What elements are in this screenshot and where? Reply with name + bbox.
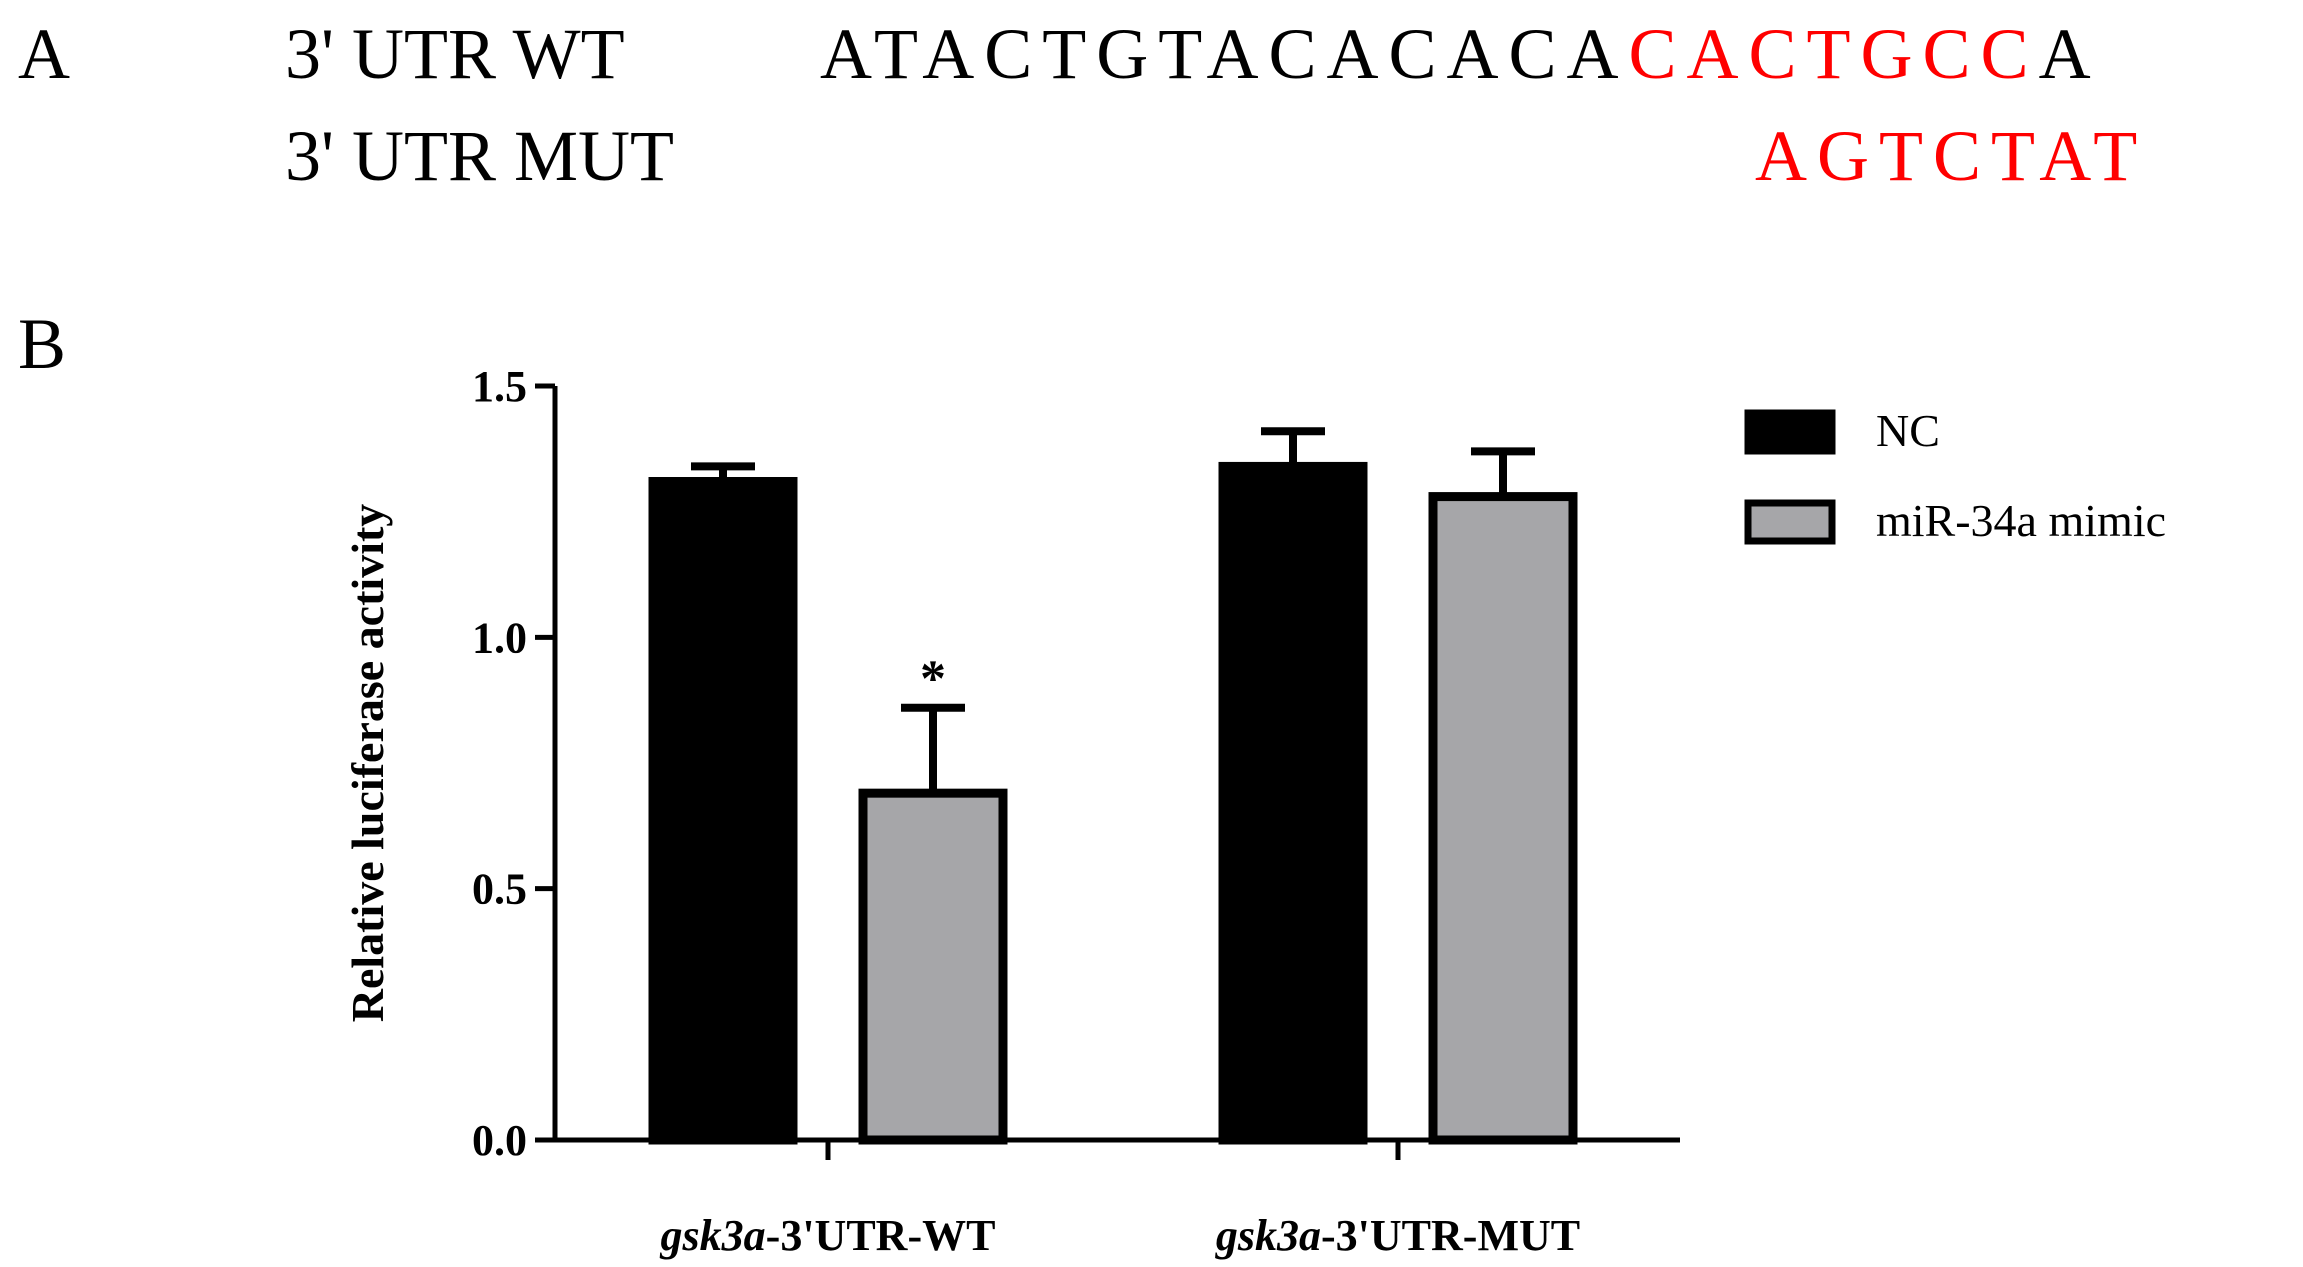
- y-tick-label: 0.0: [472, 1116, 527, 1165]
- y-tick-label: 1.0: [472, 613, 527, 662]
- seq-wt-sequence: ATACTGTACACACACACTGCCA: [820, 14, 2101, 94]
- seq-mut-highlight: AGTCTAT: [1755, 116, 2147, 196]
- bar-nc: [648, 477, 798, 1145]
- seq-wt-suffix: A: [2039, 14, 2101, 94]
- y-tick-label: 0.5: [472, 865, 527, 914]
- seq-wt-highlight: CACTGCC: [1629, 14, 2039, 94]
- seq-wt-prefix: ATACTGTACACACA: [820, 14, 1629, 94]
- panel-a-label: A: [18, 14, 70, 94]
- legend-label-mimic: miR-34a mimic: [1876, 495, 2166, 546]
- bar-nc: [1218, 461, 1368, 1145]
- seq-wt-label: 3' UTR WT: [285, 14, 625, 94]
- panel-b-label: B: [18, 304, 66, 384]
- x-tick-label-rest: -3'UTR-MUT: [1321, 1211, 1580, 1260]
- y-axis-label: Relative luciferase activity: [342, 504, 393, 1023]
- bar-chart: 0.0 0.5 1.0 1.5 Relative luciferase activity…: [342, 362, 2166, 1260]
- legend-swatch-nc: [1744, 409, 1836, 455]
- legend-label-nc: NC: [1876, 405, 1940, 456]
- x-tick-label: gsk3a-3'UTR-MUT: [1215, 1211, 1580, 1260]
- bar-mimic: [858, 788, 1008, 1145]
- bar-mimic: [1428, 492, 1578, 1145]
- legend-swatch-mimic: [1744, 499, 1836, 545]
- x-tick-label-rest: -3'UTR-WT: [766, 1211, 996, 1260]
- x-tick-label-italic: gsk3a: [1215, 1211, 1321, 1260]
- significance-star: *: [920, 651, 946, 708]
- seq-mut-label: 3' UTR MUT: [285, 116, 674, 196]
- seq-mut-sequence: AGTCTAT: [1755, 116, 2147, 196]
- y-tick-label: 1.5: [472, 362, 527, 411]
- x-tick-label: gsk3a-3'UTR-WT: [660, 1211, 996, 1260]
- x-tick-label-italic: gsk3a: [660, 1211, 766, 1260]
